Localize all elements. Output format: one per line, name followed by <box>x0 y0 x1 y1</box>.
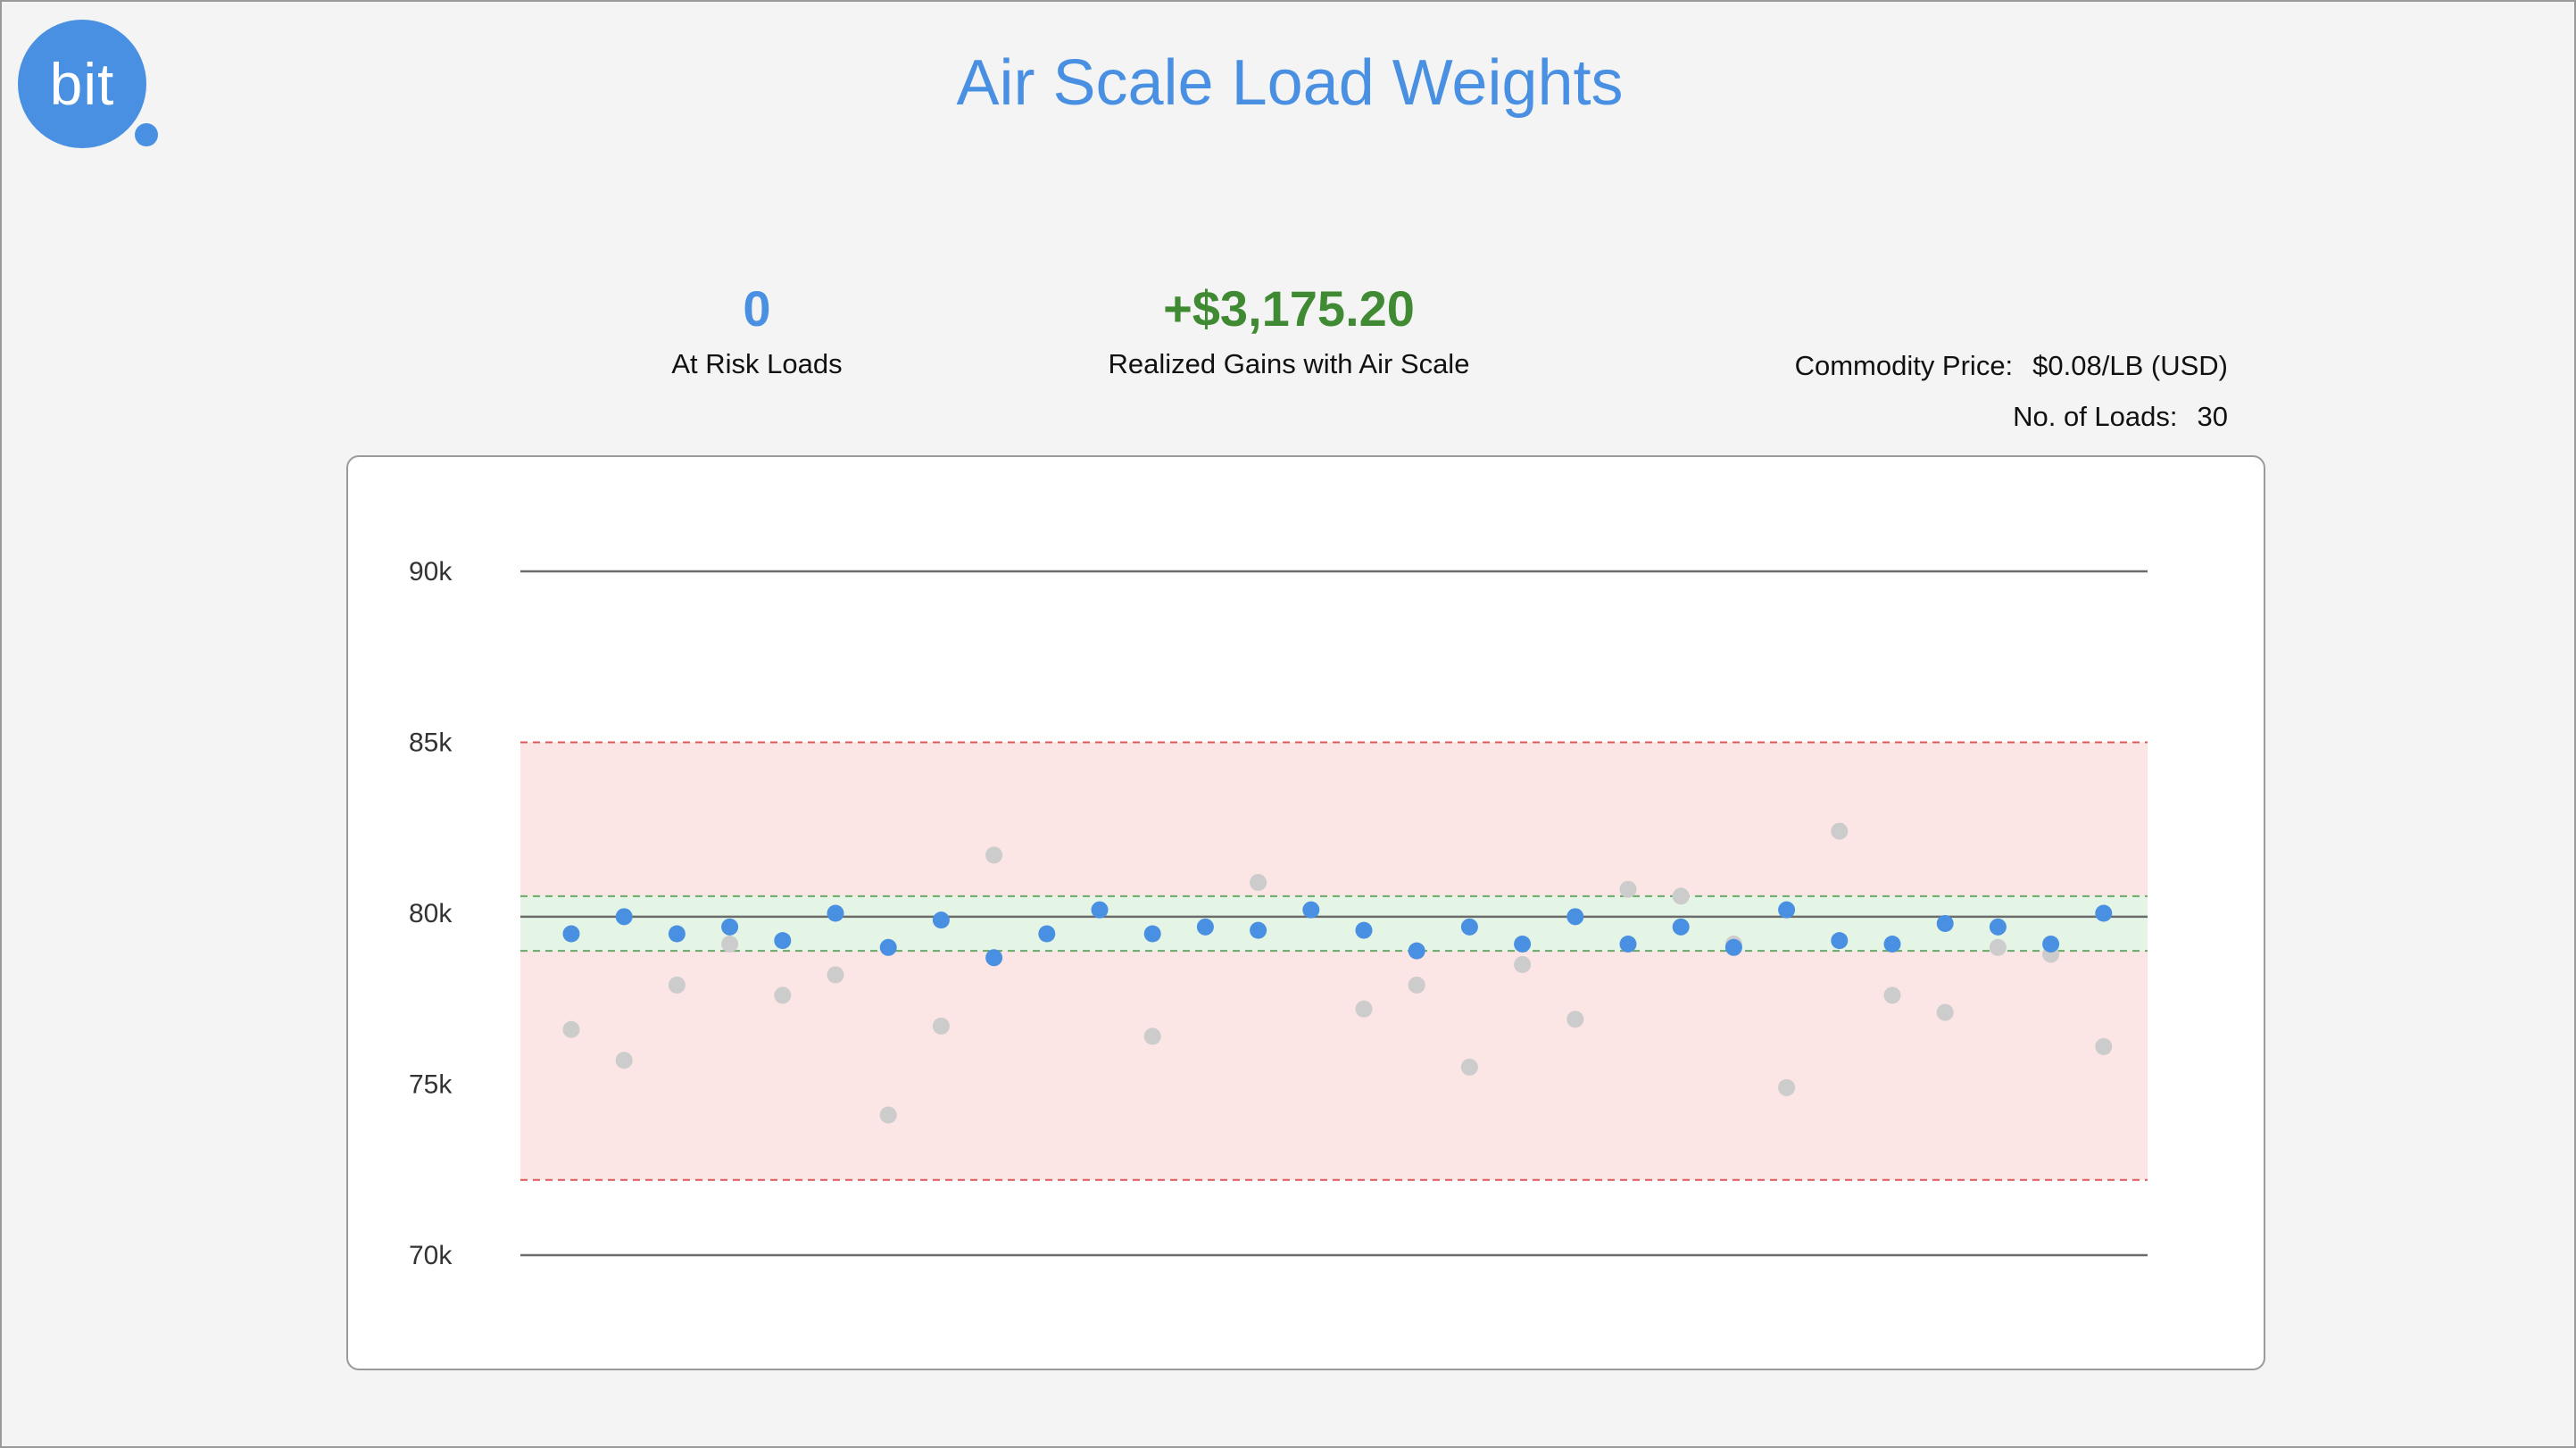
load-weight-point <box>668 925 686 943</box>
load-weight-point <box>1355 921 1373 939</box>
load-weight-point <box>932 911 950 929</box>
load-weight-point <box>1831 932 1849 950</box>
load-weight-point <box>2042 935 2060 953</box>
load-weight-point <box>1989 918 2007 936</box>
load-weights-scatter-chart: 90k 85k 80k 75k 70k <box>409 557 2148 1270</box>
load-weight-point <box>721 918 739 936</box>
scale-weight-point <box>774 986 792 1004</box>
load-weight-point <box>985 949 1003 967</box>
scale-weight-point <box>1989 938 2007 956</box>
scale-weight-point <box>1355 1000 1373 1018</box>
scale-weight-point <box>615 1052 633 1069</box>
load-weight-point <box>1408 942 1425 960</box>
commodity-price-label: Commodity Price: <box>1794 350 2014 381</box>
scale-weight-point <box>1408 976 1425 994</box>
load-weight-point <box>1778 901 1796 919</box>
scale-weight-point <box>932 1017 950 1035</box>
load-weight-point <box>1091 901 1109 919</box>
scale-weight-point <box>1619 880 1637 898</box>
y-tick-label-70k: 70k <box>409 1241 453 1270</box>
risk-band <box>520 742 2148 1180</box>
scale-weight-point <box>1936 1003 1954 1021</box>
load-weight-point <box>2095 904 2113 922</box>
load-count-value: 30 <box>2197 401 2228 432</box>
scale-weight-point <box>1250 874 1267 892</box>
page-title: Air Scale Load Weights <box>956 47 1624 119</box>
scale-weight-point <box>1672 887 1690 905</box>
load-weight-point <box>1143 925 1161 943</box>
logo-text: bit <box>49 51 115 117</box>
scale-weight-point <box>985 846 1003 864</box>
kpi-at-risk-loads: 0 At Risk Loads <box>578 280 935 380</box>
logo-dot-icon <box>135 123 158 146</box>
scale-weight-point <box>1566 1011 1584 1028</box>
commodity-price-row: Commodity Price: $0.08/LB (USD) <box>1795 350 2228 382</box>
load-weight-point <box>1566 908 1584 926</box>
scale-weight-point <box>1514 955 1532 973</box>
load-weight-point <box>615 908 633 926</box>
load-weight-point <box>1514 935 1532 953</box>
target-band <box>520 895 2148 952</box>
load-weight-point <box>1196 918 1214 936</box>
scale-weight-point <box>562 1020 580 1038</box>
load-weight-point <box>562 925 580 943</box>
load-weight-point <box>774 932 792 950</box>
load-weight-point <box>1936 914 1954 932</box>
at-risk-loads-value: 0 <box>743 280 771 337</box>
load-weight-point <box>1619 935 1637 953</box>
scale-weight-point <box>1460 1058 1478 1076</box>
chart-panel: 90k 85k 80k 75k 70k <box>346 455 2265 1370</box>
kpi-realized-gains: +$3,175.20 Realized Gains with Air Scale <box>1021 280 1557 380</box>
load-weight-point <box>1302 901 1320 919</box>
scale-weight-point <box>1778 1078 1796 1096</box>
load-weight-point <box>827 904 844 922</box>
load-count-label: No. of Loads: <box>2013 401 2178 432</box>
bit-logo: bit <box>18 20 146 148</box>
scale-weight-point <box>879 1106 897 1124</box>
commodity-price-value: $0.08/LB (USD) <box>2032 350 2228 381</box>
load-weight-point <box>1883 935 1901 953</box>
load-weight-point <box>1672 918 1690 936</box>
load-weight-point <box>879 938 897 956</box>
scale-weight-point <box>721 935 739 953</box>
realized-gains-value: +$3,175.20 <box>1163 280 1415 337</box>
y-tick-label-90k: 90k <box>409 557 453 587</box>
scale-weight-point <box>2095 1037 2113 1055</box>
at-risk-loads-label: At Risk Loads <box>671 348 843 379</box>
load-weight-point <box>1250 921 1267 939</box>
scale-weight-point <box>827 966 844 984</box>
y-tick-label-80k: 80k <box>409 899 453 928</box>
load-weight-point <box>1038 925 1056 943</box>
scale-weight-point <box>668 976 686 994</box>
load-weight-point <box>1724 938 1742 956</box>
y-tick-label-85k: 85k <box>409 728 453 758</box>
scale-weight-point <box>1143 1028 1161 1045</box>
scale-weight-point <box>1831 822 1849 840</box>
load-count-row: No. of Loads: 30 <box>2013 401 2228 433</box>
load-weight-point <box>1460 918 1478 936</box>
y-tick-label-75k: 75k <box>409 1070 453 1100</box>
realized-gains-label: Realized Gains with Air Scale <box>1108 348 1470 379</box>
scale-weight-point <box>1883 986 1901 1004</box>
